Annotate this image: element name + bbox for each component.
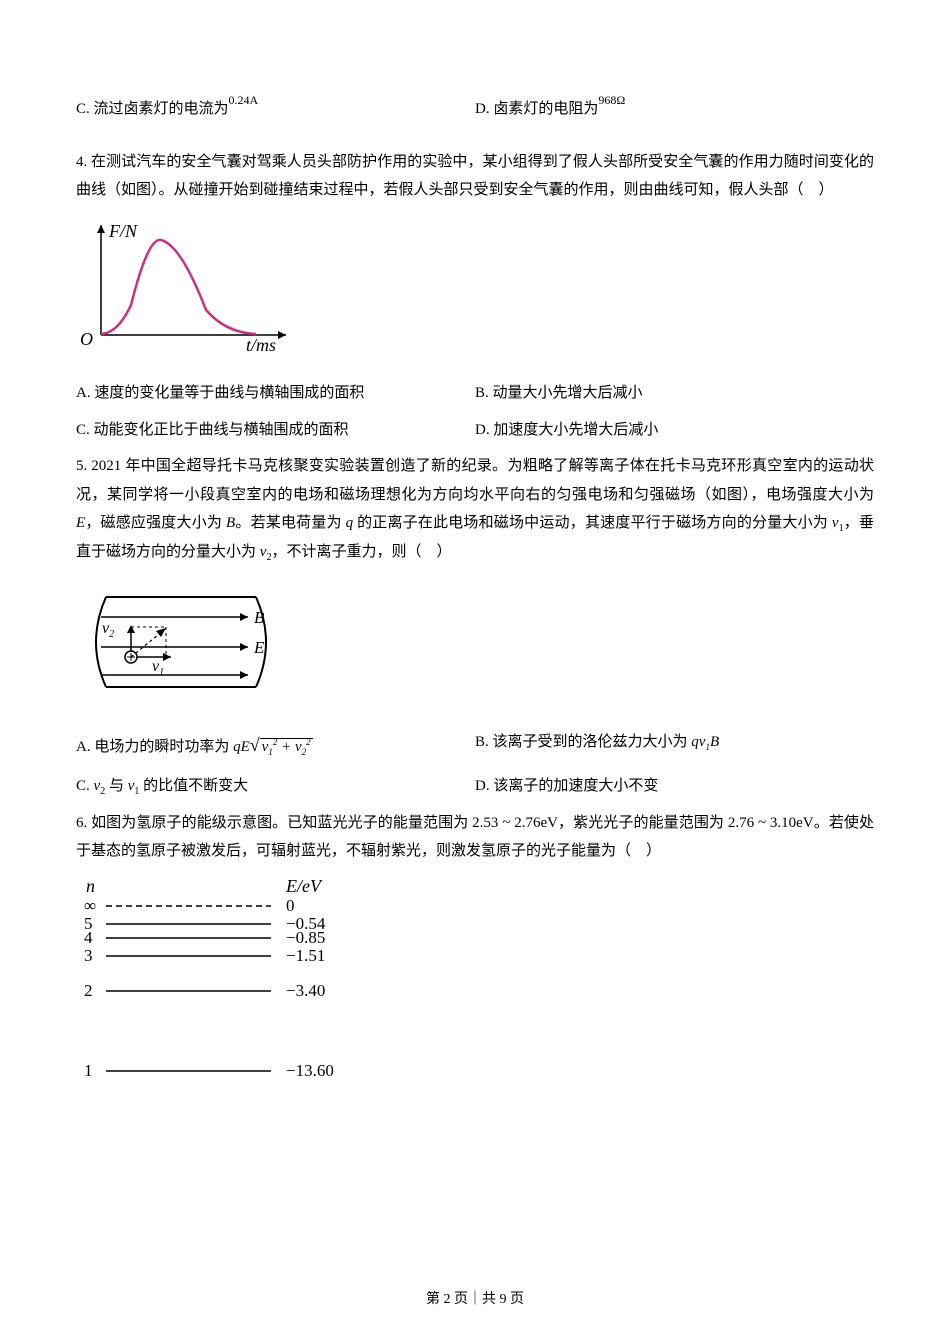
svg-text:1: 1: [84, 1061, 93, 1080]
sqrt-content: v12 + v22: [260, 738, 313, 755]
q4-option-b: B. 动量大小先增大后减小: [475, 379, 874, 408]
origin-label: O: [80, 329, 93, 349]
energy-levels: ∞05−0.544−0.853−1.512−3.401−13.60: [84, 896, 334, 1080]
q6-text: 6. 如图为氢原子的能级示意图。已知蓝光光子的能量范围为 2.53 ~ 2.76…: [76, 809, 874, 866]
svg-text:2: 2: [84, 981, 93, 1000]
q5-p6: ，不计离子重力，则（ ）: [271, 544, 451, 560]
q5-p3: 。若某电荷量为: [235, 515, 345, 531]
q5-diagram: v2 v1 B E: [76, 577, 286, 707]
q5-p1: 5. 2021 年中国全超导托卡马克核聚变实验装置创造了新的纪录。为粗略了解等离…: [76, 458, 874, 503]
e-arrow: [240, 643, 248, 651]
bot-arrow: [240, 671, 248, 679]
q4-option-d: D. 加速度大小先增大后减小: [475, 416, 874, 445]
svg-text:−0.85: −0.85: [286, 928, 325, 947]
q5-text: 5. 2021 年中国全超导托卡马克核聚变实验装置创造了新的纪录。为粗略了解等离…: [76, 452, 874, 567]
q5-e: E: [76, 515, 85, 531]
e-label: E: [253, 638, 265, 657]
q5-opta-prefix: A. 电场力的瞬时功率为: [76, 739, 233, 755]
q4-options-cd: C. 动能变化正比于曲线与横轴围成的面积 D. 加速度大小先增大后减小: [76, 416, 874, 445]
svg-text:0: 0: [286, 896, 295, 915]
y-label: F/N: [108, 221, 138, 241]
q5-p4: 的正离子在此电场和磁场中运动，其速度平行于磁场方向的分量大小为: [353, 515, 832, 531]
q5-b: B: [226, 515, 235, 531]
q3-options-cd: C. 流过卤素灯的电流为0.24A D. 卤素灯的电阻为968Ω: [76, 80, 874, 124]
q5-option-b: B. 该离子受到的洛伦兹力大小为 qv1B: [475, 728, 874, 762]
q5-opta-formula: qE: [233, 739, 250, 755]
sqrt-sign: √: [250, 735, 260, 755]
q5-optc-suffix: 的比值不断变大: [139, 778, 248, 794]
q5-options-ab: A. 电场力的瞬时功率为 qE√v12 + v22 B. 该离子受到的洛伦兹力大…: [76, 728, 874, 762]
svg-text:−3.40: −3.40: [286, 981, 325, 1000]
q5-v1: v: [832, 515, 839, 531]
q5-optc-prefix: C.: [76, 778, 94, 794]
n-header: n: [86, 876, 95, 896]
q6-diagram: n E/eV ∞05−0.544−0.853−1.512−3.401−13.60: [76, 876, 356, 1096]
q4-chart: F/N t/ms O: [76, 215, 306, 355]
q5-option-c: C. v2 与 v1 的比值不断变大: [76, 772, 475, 801]
q4-options-ab: A. 速度的变化量等于曲线与横轴围成的面积 B. 动量大小先增大后减小: [76, 379, 874, 408]
q3-optc-value: 0.24A: [229, 93, 259, 107]
q3-option-d: D. 卤素灯的电阻为968Ω: [475, 80, 874, 124]
svg-text:∞: ∞: [84, 896, 96, 915]
q5-option-a: A. 电场力的瞬时功率为 qE√v12 + v22: [76, 728, 475, 762]
q4-option-c: C. 动能变化正比于曲线与横轴围成的面积: [76, 416, 475, 445]
q3-optd-prefix: D. 卤素灯的电阻为: [475, 101, 598, 117]
v1-arrow: [163, 653, 171, 661]
q5-optc-mid: 与: [105, 778, 128, 794]
y-arrow: [97, 225, 105, 233]
svg-text:−13.60: −13.60: [286, 1061, 334, 1080]
q3-option-c: C. 流过卤素灯的电流为0.24A: [76, 80, 475, 124]
page-footer: 第 2 页｜共 9 页: [0, 1287, 950, 1314]
q5-optb-prefix: B. 该离子受到的洛伦兹力大小为: [475, 734, 691, 750]
sqrt-wrapper: v12 + v22: [260, 733, 313, 762]
q6-figure: n E/eV ∞05−0.544−0.853−1.512−3.401−13.60: [76, 876, 874, 1107]
curve: [101, 239, 256, 333]
left-arc: [96, 597, 106, 687]
svg-text:4: 4: [84, 928, 93, 947]
q4-figure: F/N t/ms O: [76, 215, 874, 366]
x-arrow: [278, 331, 286, 339]
b-label: B: [254, 608, 265, 627]
resultant-arrow: [156, 628, 166, 637]
q5-figure: v2 v1 B E: [76, 577, 874, 718]
q5-option-d: D. 该离子的加速度大小不变: [475, 772, 874, 801]
q5-p2: ，磁感应强度大小为: [85, 515, 226, 531]
e-header: E/eV: [285, 876, 323, 896]
q3-optd-value: 968Ω: [598, 93, 625, 107]
x-label: t/ms: [246, 335, 276, 355]
svg-text:−1.51: −1.51: [286, 946, 325, 965]
q4-option-a: A. 速度的变化量等于曲线与横轴围成的面积: [76, 379, 475, 408]
v2-arrow: [127, 625, 135, 633]
q5-options-cd: C. v2 与 v1 的比值不断变大 D. 该离子的加速度大小不变: [76, 772, 874, 801]
q5-optb-formula: qv1B: [691, 734, 719, 750]
b-arrow: [240, 613, 248, 621]
q3-optc-prefix: C. 流过卤素灯的电流为: [76, 101, 229, 117]
v2-label: v2: [102, 620, 114, 640]
q4-text: 4. 在测试汽车的安全气囊对驾乘人员头部防护作用的实验中，某小组得到了假人头部所…: [76, 148, 874, 205]
svg-text:3: 3: [84, 946, 93, 965]
